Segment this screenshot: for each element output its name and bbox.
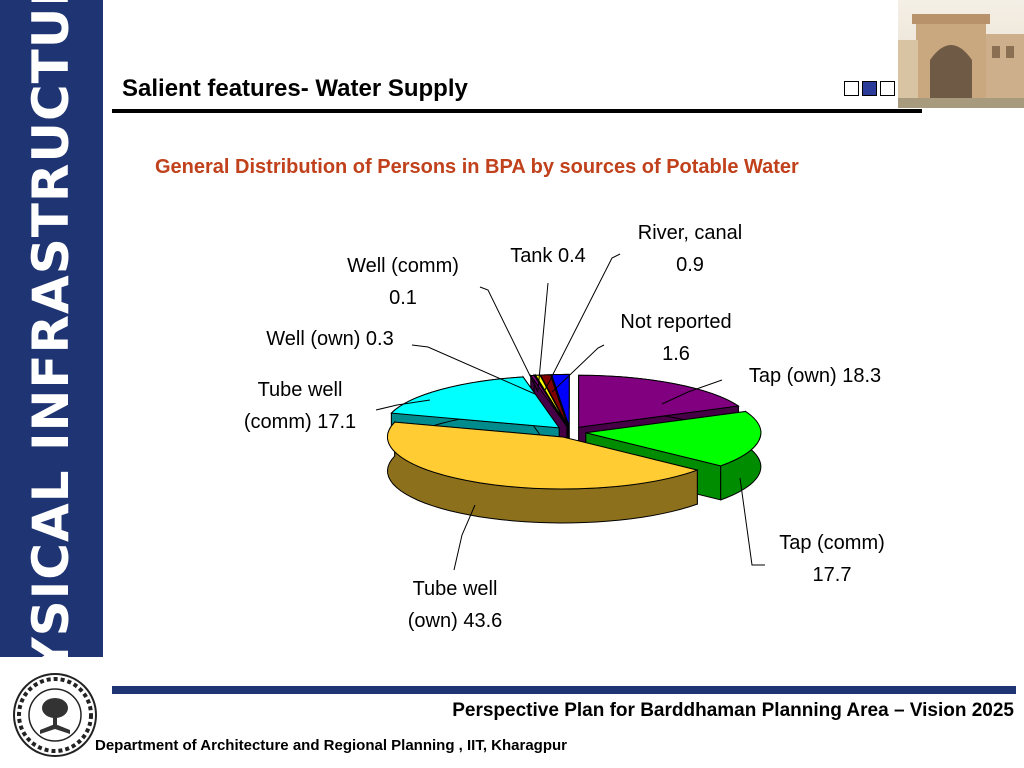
leader-line [537, 282, 549, 391]
slice-label: Well (comm) 0.1 [347, 255, 459, 309]
nav-box-icon[interactable] [880, 81, 895, 96]
slice-label: Well (own) 0.3 [266, 328, 393, 350]
slice-label: Not reported 1.6 [620, 311, 731, 365]
gate-photo-image [898, 0, 1024, 108]
chart-title: General Distribution of Persons in BPA b… [155, 156, 799, 178]
footer-plan-title: Perspective Plan for Barddhaman Planning… [452, 700, 1014, 721]
leader-line [375, 399, 431, 411]
footer-department: Department of Architecture and Regional … [95, 737, 568, 754]
nav-box-active-icon[interactable] [862, 81, 877, 96]
slide-nav [844, 81, 895, 96]
leader-line [543, 253, 621, 393]
slice-label: Tube well (own) 43.6 [408, 578, 503, 632]
leader-line [661, 379, 723, 405]
leader-line [479, 286, 539, 393]
slice-label: Tube well (comm) 17.1 [244, 379, 356, 433]
leader-line [551, 344, 605, 393]
slide-title: Salient features- Water Supply [122, 75, 468, 102]
title-divider [112, 109, 922, 113]
leader-line [739, 477, 765, 566]
slice-label: Tap (comm) 17.7 [779, 532, 885, 586]
footer-divider [112, 686, 1016, 694]
iit-kharagpur-logo [13, 673, 97, 757]
leader-line [411, 344, 536, 395]
sidebar: PHYSICAL INFRASTRUCTURE [0, 0, 103, 754]
slice-label: Tank 0.4 [510, 245, 586, 267]
slice-label: River, canal 0.9 [638, 222, 743, 276]
slice-label: Tap (own) 18.3 [749, 365, 881, 387]
leader-line [453, 504, 476, 571]
pie-slice [386, 420, 700, 524]
nav-box-icon[interactable] [844, 81, 859, 96]
